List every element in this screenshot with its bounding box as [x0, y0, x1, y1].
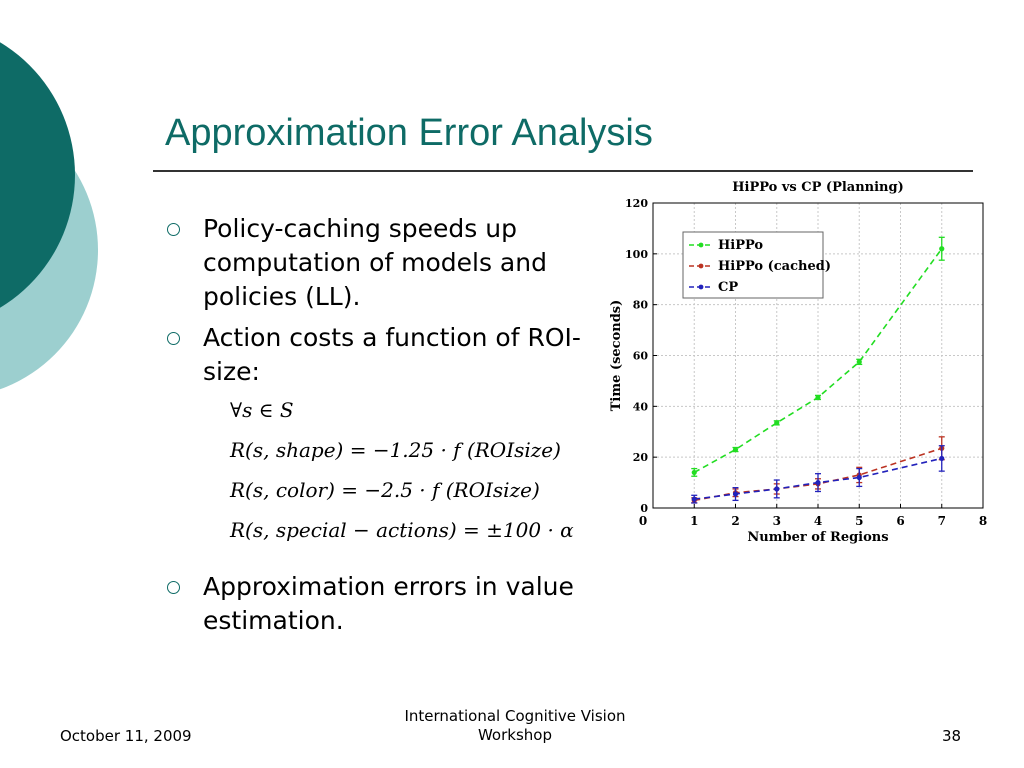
legend-label: HiPPo (cached) [718, 259, 831, 274]
footer-venue-line: Workshop [477, 726, 552, 744]
legend-marker [698, 284, 704, 290]
x-tick-label: 0 [639, 514, 647, 528]
data-point [815, 479, 821, 486]
x-tick-label: 2 [731, 514, 739, 528]
x-tick-label: 4 [814, 514, 822, 528]
dark-circle [0, 42, 75, 308]
x-axis-label: Number of Regions [747, 530, 888, 545]
data-point [856, 359, 862, 365]
data-point [691, 496, 697, 502]
data-point [815, 394, 821, 401]
bullet-text: Action costs a function of ROI-size: [203, 323, 581, 386]
formula-line: R(s, color) = −2.5 · f (ROIsize) [230, 478, 540, 502]
bullet-item: Policy-caching speeds up computation of … [165, 212, 623, 314]
slide-number: 38 [942, 727, 962, 745]
y-tick-label: 60 [633, 350, 649, 363]
data-point [732, 446, 739, 453]
bullet-item: Action costs a function of ROI-size: [165, 321, 603, 389]
formula-line: ∀s ∈ S [230, 398, 294, 422]
footer-venue: International Cognitive Vision Workshop [380, 707, 650, 745]
bullet-list: Policy-caching speeds up computation of … [165, 212, 635, 645]
x-tick-label: 3 [773, 514, 781, 528]
decorative-circles [0, 42, 98, 390]
y-tick-label: 20 [633, 451, 649, 464]
y-tick-label: 80 [633, 299, 649, 312]
legend-marker [698, 242, 704, 248]
formula-line: R(s, special − actions) = ±100 · α [230, 518, 574, 542]
title-divider [153, 170, 973, 172]
y-tick-label: 40 [633, 400, 649, 413]
data-point [939, 455, 945, 462]
slide-title: Approximation Error Analysis [165, 112, 653, 154]
x-tick-label: 7 [938, 514, 946, 528]
legend-label: HiPPo [718, 238, 763, 253]
bullet-circle-icon [167, 581, 180, 594]
data-point [691, 469, 697, 476]
data-point [856, 474, 862, 481]
y-axis-label: Time (seconds) [609, 300, 624, 412]
series-line [694, 457, 942, 500]
x-tick-label: 6 [896, 514, 904, 528]
x-tick-label: 1 [690, 514, 698, 528]
footer-date: October 11, 2009 [60, 727, 192, 745]
data-point [939, 246, 945, 252]
reward-formulas: ∀s ∈ S R(s, shape) = −1.25 · f (ROIsize)… [230, 393, 574, 553]
data-point [732, 491, 739, 497]
bullet-text: Approximation errors in value estimation… [203, 572, 574, 635]
series-line [693, 248, 943, 474]
bullet-text: Policy-caching speeds up computation of … [203, 214, 547, 311]
data-point [774, 420, 780, 426]
formula-line: R(s, shape) = −1.25 · f (ROIsize) [230, 438, 561, 462]
bullet-item: Approximation errors in value estimation… [165, 570, 643, 638]
bullet-circle-icon [167, 332, 180, 345]
y-tick-label: 120 [625, 197, 648, 210]
data-point [774, 486, 780, 492]
x-tick-label: 5 [855, 514, 863, 528]
footer-venue-line: International Cognitive Vision [404, 707, 626, 725]
chart-title: HiPPo vs CP (Planning) [732, 180, 904, 195]
legend-label: CP [718, 280, 738, 295]
y-tick-label: 0 [640, 502, 648, 515]
y-tick-label: 100 [625, 248, 648, 261]
legend-marker [698, 263, 704, 269]
bullet-circle-icon [167, 223, 180, 236]
x-tick-label: 8 [979, 514, 987, 528]
